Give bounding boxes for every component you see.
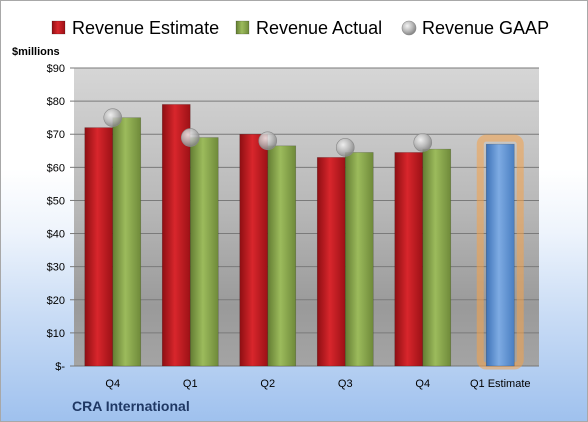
marker-revenue-gaap [335,138,355,157]
y-tick-label: $50 [47,195,65,207]
legend-label-revenue-actual: Revenue Actual [256,18,382,38]
marker-revenue-gaap [180,128,200,147]
y-tick-label: $40 [47,229,65,241]
x-tick-label: Q2 [260,378,275,390]
bar-revenue-estimate [394,152,424,367]
legend-label-revenue-gaap: Revenue GAAP [422,18,549,38]
legend-swatch-revenue-estimate [51,20,66,35]
marker-revenue-gaap [413,133,433,152]
y-tick-label: $80 [47,96,65,108]
y-tick-label: $60 [47,162,65,174]
legend-swatch-revenue-actual [235,20,250,35]
marker-revenue-gaap [258,131,278,151]
plot-area [74,68,539,366]
legend-swatch-revenue-gaap [401,20,417,36]
y-tick-label: $70 [47,129,65,141]
company-name: CRA International [72,398,190,414]
bar-revenue-actual [344,152,374,367]
y-tick-label: $30 [47,262,65,274]
bar-revenue-estimate [161,104,191,367]
bar-revenue-actual [422,148,452,367]
marker-revenue-gaap [103,108,123,127]
bar-q1-estimate [485,143,515,367]
x-tick-label: Q1 [183,378,198,390]
bar-revenue-estimate [316,157,346,367]
x-tick-label: Q4 [415,378,430,390]
x-tick-label: Q3 [338,378,353,390]
bar-revenue-actual [267,145,297,367]
y-tick-label: $20 [47,295,65,307]
x-tick-label: Q1 Estimate [470,378,531,390]
bar-revenue-actual [189,137,219,367]
y-tick-label: $90 [47,63,65,75]
bar-revenue-estimate [239,133,269,367]
y-tick-label: $10 [47,328,65,340]
bar-revenue-estimate [84,127,114,367]
y-tick-label: $- [55,361,65,373]
y-axis-label: $millions [12,46,60,58]
bar-revenue-actual [112,117,142,367]
x-tick-label: Q4 [105,378,120,390]
legend-label-revenue-estimate: Revenue Estimate [72,18,219,38]
